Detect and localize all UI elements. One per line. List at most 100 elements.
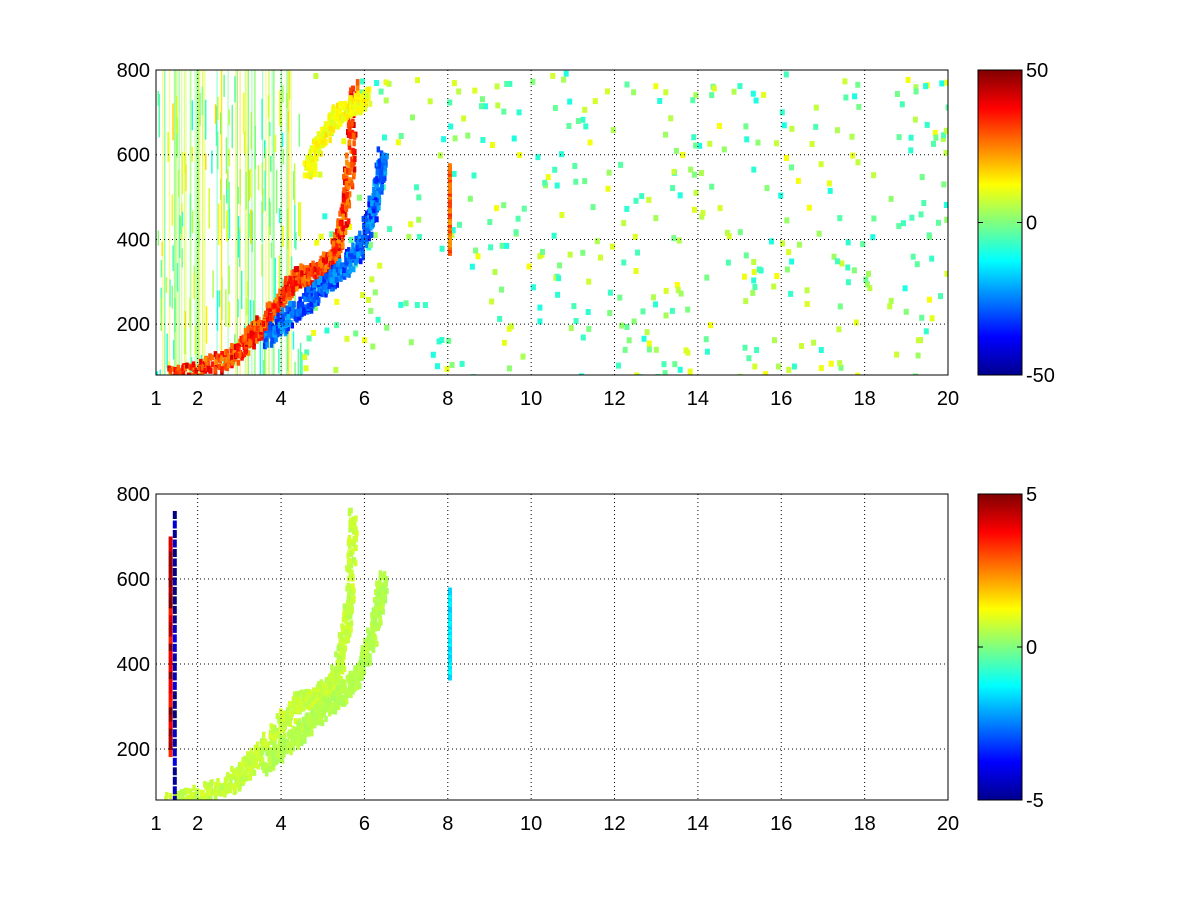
edge-column-low-cell (172, 624, 177, 633)
negative-ridge-cell (299, 307, 304, 314)
noise-cell (709, 92, 715, 99)
negative-ridge-cell (365, 235, 369, 242)
noise-cell (774, 140, 779, 147)
noise-cell (621, 259, 627, 266)
noise-cell (264, 140, 266, 159)
main-ridge-cell (175, 802, 179, 808)
positive-ridge-cell (241, 334, 245, 341)
positive-ridge-cell (217, 364, 222, 370)
upper-positive-band-cell (365, 93, 369, 100)
noise-cell (537, 253, 543, 260)
main-ridge-cell (347, 558, 351, 565)
noise-cell (517, 152, 523, 159)
noise-cell (856, 103, 862, 110)
main-ridge-cell (242, 778, 246, 785)
negative-ridge-cell (375, 216, 379, 223)
positive-ridge-cell (278, 296, 282, 303)
second-ridge-cell (271, 758, 276, 765)
main-ridge-cell (207, 790, 211, 797)
second-ridge-cell (302, 731, 307, 738)
noise-cell (921, 200, 927, 206)
positive-ridge-cell (301, 277, 305, 284)
noise-cell (772, 337, 777, 344)
noise-cell (915, 337, 921, 344)
noise-cell (687, 368, 693, 375)
colorbar-tick-label: 0 (1026, 213, 1037, 235)
upper-positive-band-cell (319, 137, 323, 144)
main-ridge-cell (348, 595, 352, 602)
negative-ridge-cell (385, 153, 389, 160)
positive-ridge-cell (323, 266, 328, 273)
noise-cell (799, 343, 804, 349)
negative-ridge-cell (306, 295, 311, 302)
second-ridge-cell (349, 676, 353, 683)
noise-cell (850, 152, 856, 159)
noise-cell (171, 285, 173, 309)
second-ridge-cell (295, 727, 299, 734)
noise-cell (177, 169, 180, 198)
positive-ridge-cell (282, 302, 286, 309)
edge-column-high-cell (168, 685, 173, 694)
main-ridge-cell (296, 696, 300, 703)
x-tick-label: 16 (770, 388, 792, 410)
negative-ridge (263, 146, 389, 350)
main-ridge-cell (294, 696, 298, 703)
positive-ridge-cell (244, 347, 248, 353)
edge-column-high (168, 536, 173, 757)
main-ridge-cell (336, 653, 340, 660)
main-ridge-cell (344, 618, 348, 625)
upper-positive-band-cell (315, 155, 319, 162)
spike-x8 (447, 587, 452, 681)
negative-ridge-cell (328, 281, 332, 288)
negative-ridge-cell (286, 313, 291, 320)
positive-ridge-cell (334, 255, 339, 262)
positive-ridge-cell (352, 140, 356, 147)
main-ridge-cell (175, 807, 179, 813)
edge-column-high-cell (168, 607, 173, 616)
noise-cell (783, 155, 789, 161)
main-ridge-cell (347, 621, 351, 628)
noise-cell (663, 312, 669, 319)
positive-ridge-cell (168, 378, 172, 384)
noise-cell (264, 170, 266, 211)
noise-cell (511, 135, 517, 142)
noise-cell (278, 255, 281, 295)
noise-cell (871, 215, 877, 222)
positive-ridge-cell (276, 305, 280, 312)
main-ridge-cell (256, 748, 260, 754)
upper-positive-band-cell (356, 106, 360, 113)
noise-cell (721, 146, 727, 153)
negative-ridge-cell (377, 191, 381, 198)
main-ridge-cell (202, 781, 207, 787)
main-ridge-cell (176, 800, 180, 806)
main-ridge-cell (250, 767, 255, 774)
noise-cell (943, 127, 948, 134)
main-ridge-cell (348, 613, 353, 620)
main-ridge-cell (298, 699, 303, 706)
second-ridge-cell (294, 739, 298, 746)
main-ridge-cell (347, 591, 351, 598)
positive-ridge-cell (271, 303, 275, 310)
noise-cell (936, 219, 941, 226)
main-ridge-cell (331, 684, 336, 691)
main-ridge-cell (271, 734, 275, 741)
top-colorbar (977, 69, 1023, 376)
noise-cell (191, 146, 193, 162)
noise-cell (673, 147, 679, 154)
positive-ridge-cell (233, 344, 238, 350)
negative-ridge-cell (332, 279, 337, 285)
second-ridge-cell (351, 681, 356, 688)
main-ridge-cell (339, 634, 344, 640)
x-tick-label: 8 (442, 813, 453, 835)
positive-ridge-cell (353, 149, 357, 155)
noise-cell (249, 168, 252, 198)
positive-ridge-cell (337, 233, 342, 240)
positive-ridge-cell (166, 379, 170, 385)
noise-cell (626, 337, 632, 344)
positive-ridge-cell (246, 326, 250, 333)
noise-cell (709, 183, 715, 190)
negative-ridge-cell (334, 276, 339, 283)
noise-cell (495, 102, 501, 109)
main-ridge-cell (294, 691, 299, 697)
